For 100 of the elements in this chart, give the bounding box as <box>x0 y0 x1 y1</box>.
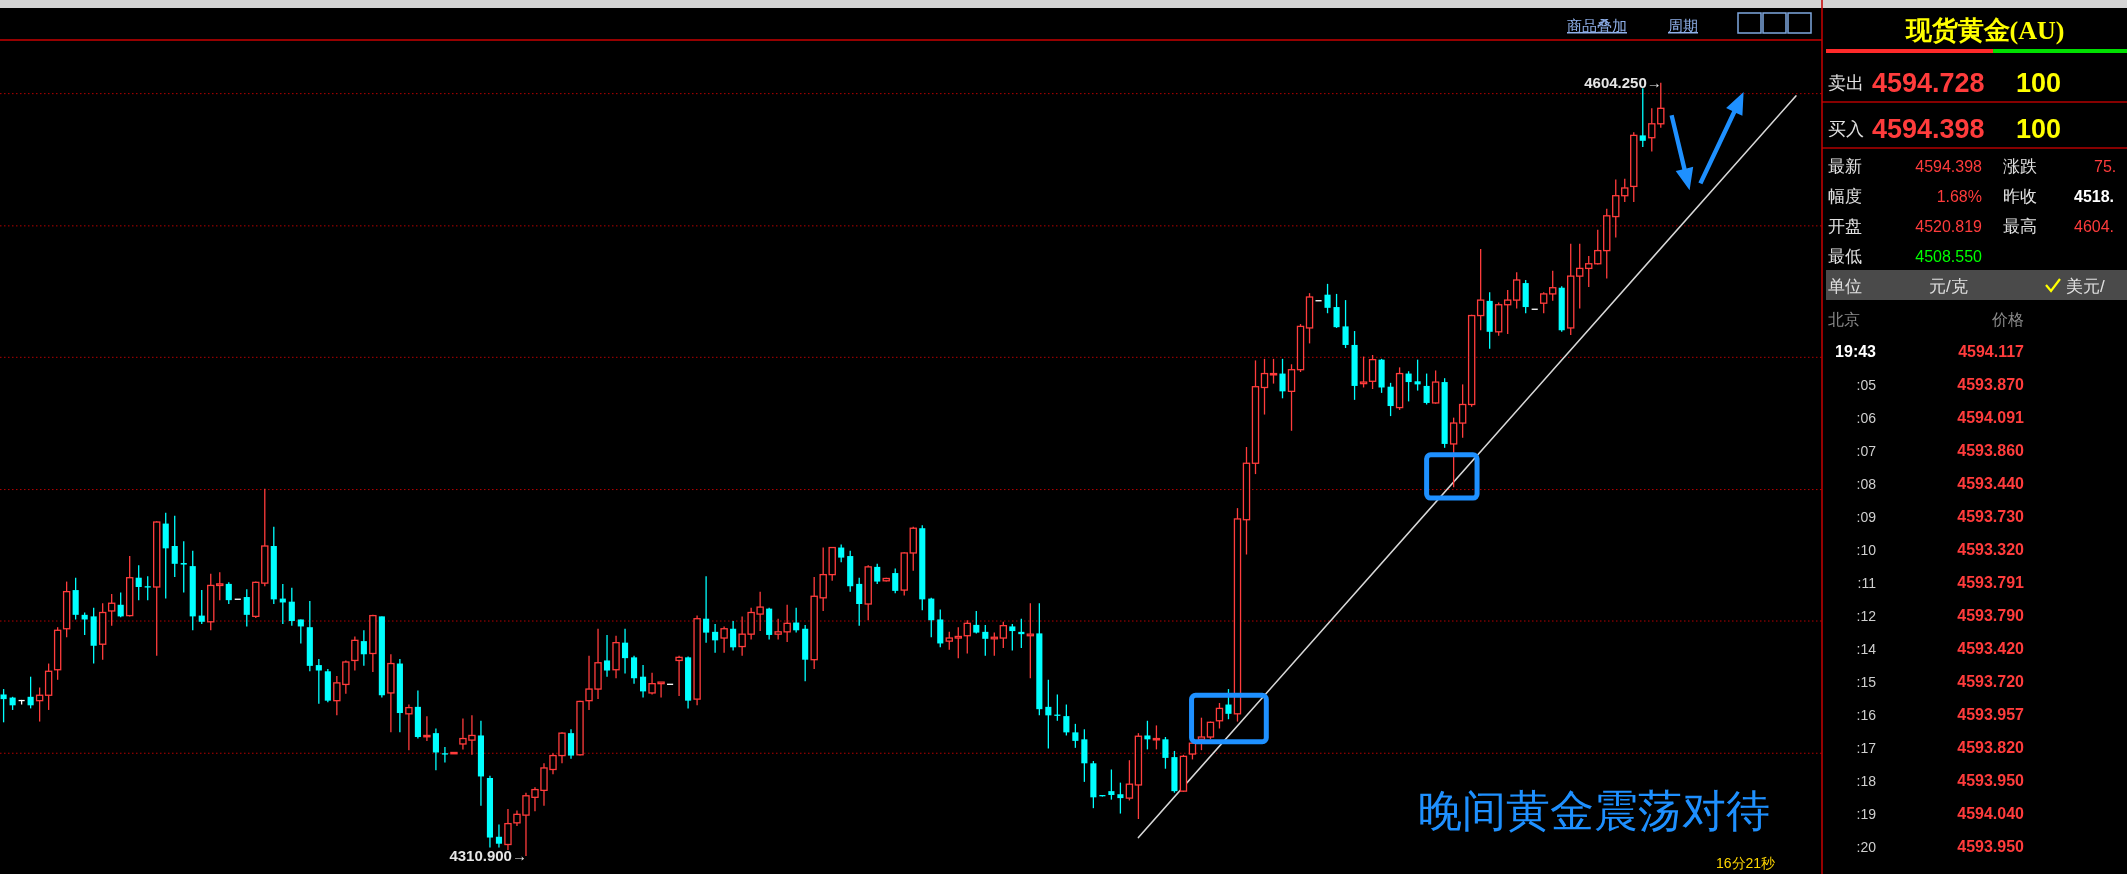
candlestick <box>874 563 881 585</box>
candlestick <box>1342 299 1349 349</box>
candlestick <box>937 608 944 648</box>
candlestick <box>892 567 899 594</box>
text: 周期 <box>1668 17 1698 34</box>
candlestick <box>135 564 142 601</box>
candlestick <box>44 662 53 711</box>
candlestick <box>720 625 728 654</box>
candlestick <box>216 571 224 601</box>
candlestick <box>144 575 151 601</box>
candlestick <box>1405 370 1412 403</box>
candlestick <box>712 623 719 654</box>
text: 昨收 <box>2003 187 2037 206</box>
candlestick <box>504 808 512 851</box>
candlestick <box>1639 87 1646 148</box>
text: 4594.728 <box>1872 68 1985 98</box>
text: 4593.957 <box>1957 706 2025 723</box>
text: 4508.550 <box>1915 248 1983 265</box>
text: 1.68% <box>1936 188 1982 205</box>
candlestick <box>730 620 737 652</box>
candlestick <box>675 655 683 697</box>
candlestick <box>1387 382 1394 417</box>
candlestick <box>1081 728 1088 783</box>
candlestick <box>315 658 322 705</box>
text: 北京 <box>1828 311 1860 328</box>
text: :12 <box>1856 608 1877 624</box>
candlestick <box>0 688 7 723</box>
text: :15 <box>1856 674 1877 690</box>
text: 最新 <box>1828 157 1862 176</box>
candlestick <box>1522 279 1529 314</box>
candlestick <box>1458 383 1467 439</box>
candlestick <box>1108 768 1115 801</box>
candlestick <box>1215 702 1224 730</box>
text: :20 <box>1856 839 1877 855</box>
text: 4593.870 <box>1957 376 2025 393</box>
text: 单位 <box>1828 277 1862 296</box>
candlestick <box>432 727 439 771</box>
text: 4594.117 <box>1958 343 2025 360</box>
text: 4593.730 <box>1957 508 2025 525</box>
text: 4593.860 <box>1957 442 2025 459</box>
candlestick <box>1072 723 1079 749</box>
candlestick <box>1585 255 1593 288</box>
candlestick <box>954 626 962 659</box>
text: 美元/ <box>2066 277 2105 296</box>
text: 买入 <box>1828 119 1864 139</box>
candlestick <box>1414 358 1421 392</box>
candlestick <box>1594 229 1602 266</box>
candlestick <box>1269 358 1278 385</box>
candlestick <box>495 823 503 849</box>
text: 4593.950 <box>1957 838 2025 855</box>
candlestick <box>630 655 638 685</box>
candlestick <box>1260 358 1269 416</box>
candlestick <box>1423 372 1430 406</box>
candlestick <box>1287 363 1296 432</box>
text: 4593.320 <box>1957 541 2025 558</box>
text: :16 <box>1856 707 1877 723</box>
candlestick <box>1621 178 1629 203</box>
annotation: 晚间黄金震荡对待 <box>1418 786 1770 835</box>
candlestick <box>351 635 359 672</box>
candlestick <box>225 581 232 605</box>
candlestick <box>405 703 413 751</box>
text: 4594.398 <box>1872 114 1985 144</box>
candlestick <box>1431 369 1440 405</box>
candlestick <box>1512 271 1521 310</box>
candlestick <box>1549 270 1557 302</box>
annotation: 4604.250→ <box>1584 73 1662 91</box>
text: 4593.720 <box>1957 673 2025 690</box>
candlestick <box>1449 416 1458 488</box>
text: 4593.791 <box>1957 574 2025 591</box>
candlestick <box>360 629 367 667</box>
candlestick <box>1225 688 1232 720</box>
candlestick <box>1539 291 1548 314</box>
candlestick <box>198 589 205 625</box>
candlestick <box>999 621 1008 649</box>
text: 75. <box>2094 158 2117 175</box>
text: 4593.420 <box>1957 640 2025 657</box>
text: :09 <box>1856 509 1877 525</box>
text: 商品叠加 <box>1567 17 1627 34</box>
candlestick <box>1009 623 1016 652</box>
text: 现货黄金(AU) <box>1904 16 2065 45</box>
text: 4593.950 <box>1957 772 2025 789</box>
candlestick <box>1476 248 1485 331</box>
text: :17 <box>1856 740 1877 756</box>
candlestick <box>1045 679 1052 750</box>
text: 4594.091 <box>1957 409 2025 426</box>
text: 幅度 <box>1828 187 1862 206</box>
candlestick <box>567 728 575 760</box>
text: :11 <box>1857 575 1877 591</box>
candlestick <box>243 588 250 628</box>
candlestick <box>1612 178 1620 239</box>
candlestick <box>1333 293 1340 329</box>
text: 4518. <box>2074 188 2115 205</box>
text: 4593.790 <box>1957 607 2025 624</box>
candlestick <box>1359 355 1368 389</box>
text: :10 <box>1856 542 1877 558</box>
candlestick <box>1162 736 1169 770</box>
candlestick <box>288 587 295 627</box>
candlestick <box>180 540 187 594</box>
candlestick <box>1279 358 1286 399</box>
candlestick <box>171 515 178 578</box>
